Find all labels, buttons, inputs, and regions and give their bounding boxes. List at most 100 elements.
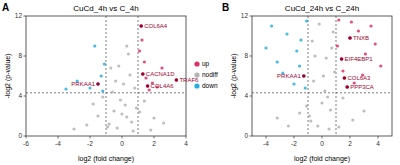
point [96, 114, 99, 117]
highlight-point [175, 78, 179, 82]
y-axis-label: -log2 (p-value) [4, 53, 12, 98]
point [327, 127, 330, 130]
point [106, 125, 109, 128]
y-tick [24, 16, 27, 17]
point [302, 74, 305, 77]
x-tick [186, 136, 187, 139]
point [308, 114, 311, 117]
legend-swatch [194, 83, 199, 88]
gene-label: CACNA1D [146, 71, 175, 77]
point [135, 106, 138, 109]
threshold-line [26, 92, 186, 93]
x-tick [266, 136, 267, 139]
gene-label: COL6A4 [144, 23, 168, 29]
x-tick-label: -2 [87, 140, 93, 147]
point [313, 54, 316, 57]
point [64, 87, 67, 90]
point [336, 44, 339, 47]
point [298, 111, 301, 114]
point [374, 42, 377, 45]
point [141, 72, 144, 75]
point [100, 74, 103, 77]
gene-label: PPP3CA [350, 84, 374, 90]
point [311, 39, 314, 42]
point [292, 82, 295, 85]
point [337, 125, 340, 128]
y-tick [250, 16, 253, 17]
x-tick [350, 136, 351, 139]
point [285, 32, 288, 35]
point [351, 118, 354, 121]
point [125, 44, 128, 47]
x-tick-label: 2 [152, 140, 156, 147]
point [93, 44, 96, 47]
point [109, 66, 112, 69]
point [298, 64, 301, 67]
x-tick [58, 136, 59, 139]
threshold-line [138, 16, 139, 136]
highlight-point [139, 24, 143, 28]
point [362, 109, 365, 112]
point [329, 108, 332, 111]
point [346, 85, 349, 88]
x-tick-label: 0 [120, 140, 124, 147]
point [140, 24, 143, 27]
threshold-line [336, 16, 337, 136]
x-tick-label: 4 [376, 140, 380, 147]
gene-label: COL4A6 [151, 83, 175, 89]
point [305, 19, 308, 22]
point [337, 18, 340, 21]
point [128, 73, 131, 76]
x-tick-label: -2 [291, 140, 297, 147]
y-axis-label: -log2 (p-value) [230, 53, 238, 98]
gene-label: EIF4EBP1 [345, 56, 374, 62]
point [276, 116, 279, 119]
point [143, 60, 146, 63]
y-tick-label: 4 [244, 92, 248, 99]
legend-swatch [194, 61, 199, 66]
point [146, 84, 149, 87]
point [124, 103, 127, 106]
point [101, 95, 104, 98]
panel-label: B [222, 2, 229, 13]
point [103, 62, 106, 65]
point [318, 22, 321, 25]
point [316, 124, 319, 127]
point [325, 56, 328, 59]
point [116, 126, 119, 129]
legend-label: nodiff [202, 71, 218, 78]
point [332, 30, 335, 33]
x-tick [322, 136, 323, 139]
panel-label: A [2, 2, 9, 13]
point [333, 70, 336, 73]
gene-label: PRKAA1 [277, 73, 301, 79]
gene-label: COL6A3 [347, 75, 371, 81]
point [114, 79, 117, 82]
x-tick [378, 136, 379, 139]
x-tick-label: -4 [263, 140, 269, 147]
point [152, 116, 155, 119]
x-tick [154, 136, 155, 139]
point [287, 124, 290, 127]
highlight-point [340, 57, 344, 61]
legend-swatch [194, 72, 199, 77]
point [127, 52, 130, 55]
y-tick-label: 12 [241, 12, 249, 19]
point [264, 46, 267, 49]
point [357, 29, 360, 32]
point [108, 122, 111, 125]
point [312, 79, 315, 82]
title: CuCd_24h vs C_24h [285, 4, 359, 13]
threshold-line [252, 92, 392, 93]
point [117, 64, 120, 67]
highlight-point [146, 84, 150, 88]
y-tick-label: 12 [15, 12, 23, 19]
plot-area [26, 16, 186, 136]
point [133, 86, 136, 89]
point [343, 76, 346, 79]
point [138, 49, 141, 52]
point [341, 96, 344, 99]
highlight-point [302, 74, 306, 78]
point [304, 86, 307, 89]
point [85, 123, 88, 126]
